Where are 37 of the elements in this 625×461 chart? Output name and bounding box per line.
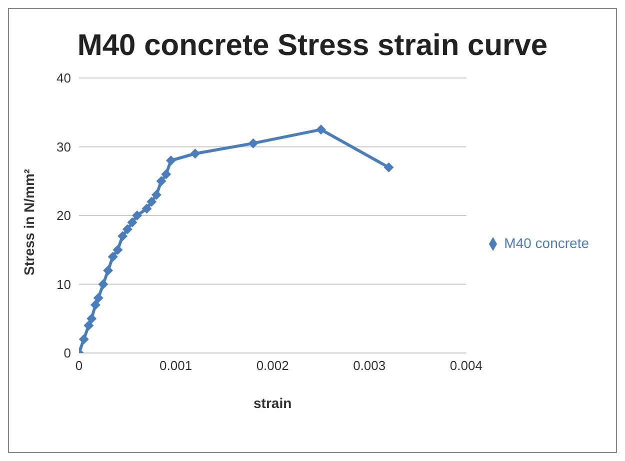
point: [118, 231, 128, 242]
point: [112, 244, 123, 255]
legend-label: M40 concrete: [504, 234, 589, 251]
y-tick-label: 40: [56, 70, 71, 86]
point: [79, 334, 89, 344]
y-axis-title: Stress in N/mm²: [20, 168, 37, 276]
x-tick-label: 0.001: [160, 358, 192, 374]
point: [86, 314, 97, 324]
x-tick-label: 0: [75, 358, 83, 374]
point: [166, 156, 176, 166]
y-tick-label: 10: [56, 276, 71, 292]
point: [90, 300, 100, 310]
point: [151, 190, 162, 200]
point: [127, 217, 138, 228]
point: [122, 224, 132, 234]
y-tick-label: 30: [56, 139, 71, 154]
point: [103, 266, 114, 276]
point: [248, 138, 258, 148]
x-tick-label: 0.002: [256, 358, 289, 374]
point: [108, 252, 118, 262]
chart-title: M40 concrete Stress strain curve: [76, 29, 549, 63]
point: [84, 320, 94, 330]
point: [190, 148, 200, 159]
x-tick-label: 0.004: [450, 358, 482, 374]
point: [98, 279, 108, 290]
point: [132, 210, 142, 220]
point: [156, 176, 166, 186]
point: [146, 196, 157, 207]
point: [93, 293, 104, 303]
point: [142, 204, 152, 214]
point: [384, 162, 394, 172]
point: [161, 169, 172, 180]
y-tick-label: 20: [56, 208, 71, 224]
x-tick-label: 0.003: [353, 358, 386, 374]
y-tick-label: 0: [64, 346, 71, 361]
x-axis-title: strain: [254, 395, 292, 411]
point: [316, 124, 326, 135]
